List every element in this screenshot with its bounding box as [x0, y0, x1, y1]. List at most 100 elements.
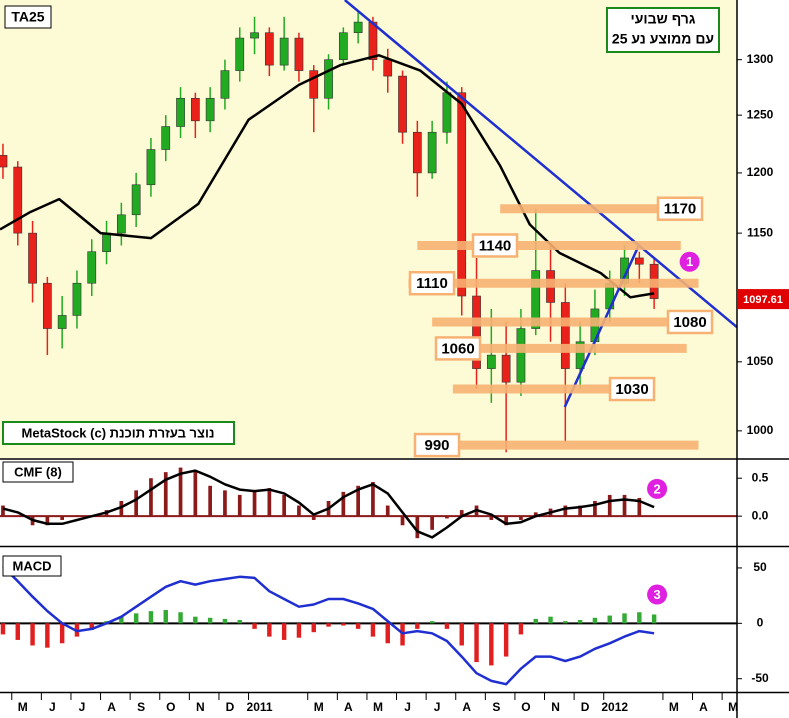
bar	[651, 614, 657, 624]
x-tick-label: D	[226, 700, 235, 714]
candle-body	[279, 37, 289, 66]
bar	[519, 516, 523, 520]
bar	[385, 623, 390, 644]
bar	[415, 516, 420, 539]
bar	[45, 516, 50, 526]
candle-body	[13, 166, 23, 234]
panel-title-box	[2, 461, 74, 483]
bar	[622, 613, 627, 624]
bar	[30, 623, 35, 646]
bar	[207, 617, 213, 624]
candle-body	[42, 282, 52, 329]
bar	[371, 482, 375, 517]
level-label-box	[656, 196, 704, 221]
y-tick-label: 1200	[747, 165, 774, 179]
bar	[193, 470, 198, 517]
bar	[148, 611, 154, 624]
title-box	[4, 5, 52, 29]
marker	[679, 251, 700, 272]
x-tick-label: A	[107, 700, 116, 714]
bar	[297, 505, 301, 517]
bar	[311, 623, 316, 633]
x-tick-label: A	[344, 700, 353, 714]
bar	[193, 616, 198, 624]
last-value-label: 1097.61	[743, 294, 783, 306]
bar	[385, 505, 390, 517]
bar	[415, 623, 420, 629]
candle-body	[501, 354, 511, 383]
bar	[533, 512, 538, 517]
candle-body	[102, 232, 111, 253]
candle-body	[398, 75, 407, 133]
bar	[652, 515, 656, 517]
credit-box	[2, 421, 235, 445]
bar	[607, 494, 612, 517]
x-tick-label: M	[314, 700, 324, 714]
moving-average	[0, 54, 655, 299]
chart-title: TA25	[11, 9, 44, 25]
candle-body	[131, 184, 141, 216]
bar	[59, 623, 65, 644]
bar	[445, 516, 449, 519]
bar	[400, 516, 405, 526]
bar	[15, 623, 20, 640]
candle-body	[250, 32, 259, 39]
trend-line	[344, 0, 738, 329]
candle-body	[575, 341, 585, 369]
bar	[252, 490, 257, 517]
bar	[311, 516, 316, 520]
bar	[1, 505, 5, 517]
candle-body	[531, 270, 541, 329]
bar	[149, 478, 153, 517]
bar	[607, 615, 612, 624]
bar	[577, 620, 583, 624]
x-tick-label: 2011	[247, 700, 273, 714]
note-box	[606, 7, 720, 53]
bar	[637, 612, 642, 624]
marker	[647, 584, 668, 605]
bar	[0, 623, 6, 635]
candle-body	[146, 149, 156, 186]
bar	[518, 623, 524, 635]
x-tick-label: O	[166, 700, 175, 714]
candle-body	[28, 232, 37, 284]
x-tick-label: J	[434, 700, 441, 714]
x-tick-label: S	[137, 700, 145, 714]
bar	[163, 610, 168, 624]
panel-title: CMF (8)	[14, 464, 62, 479]
x-tick-label: J	[49, 700, 56, 714]
x-tick-label: N	[196, 700, 205, 714]
candle-body	[176, 97, 185, 127]
y-tick-label: 0	[757, 615, 764, 629]
panel-title: MACD	[13, 558, 52, 573]
bar	[45, 623, 50, 648]
bar	[459, 623, 464, 646]
x-tick-label: J	[79, 700, 86, 714]
bar	[134, 490, 139, 517]
note: עם ממוצע נע 25	[612, 31, 714, 47]
x-tick-label: M	[373, 700, 383, 714]
candle-body	[427, 131, 437, 174]
x-tick-label: O	[521, 700, 530, 714]
bar	[444, 623, 450, 629]
candle-body	[353, 21, 363, 34]
candle-body	[486, 354, 496, 369]
marker-label: 1	[686, 254, 693, 269]
x-tick-label: A	[462, 700, 471, 714]
candle-body	[457, 92, 467, 297]
bar	[474, 623, 479, 663]
indicator-line	[2, 565, 655, 686]
cmf-panel	[0, 460, 737, 545]
bar	[133, 613, 139, 624]
bar	[341, 491, 346, 517]
marker-label: 2	[653, 481, 660, 496]
candle-body	[383, 59, 393, 77]
bar	[533, 618, 538, 624]
level-label-box	[434, 336, 482, 361]
bar	[223, 490, 227, 517]
level-label-box	[608, 376, 656, 402]
bar	[489, 516, 494, 520]
level-label-box	[408, 270, 456, 296]
bar	[430, 516, 434, 530]
